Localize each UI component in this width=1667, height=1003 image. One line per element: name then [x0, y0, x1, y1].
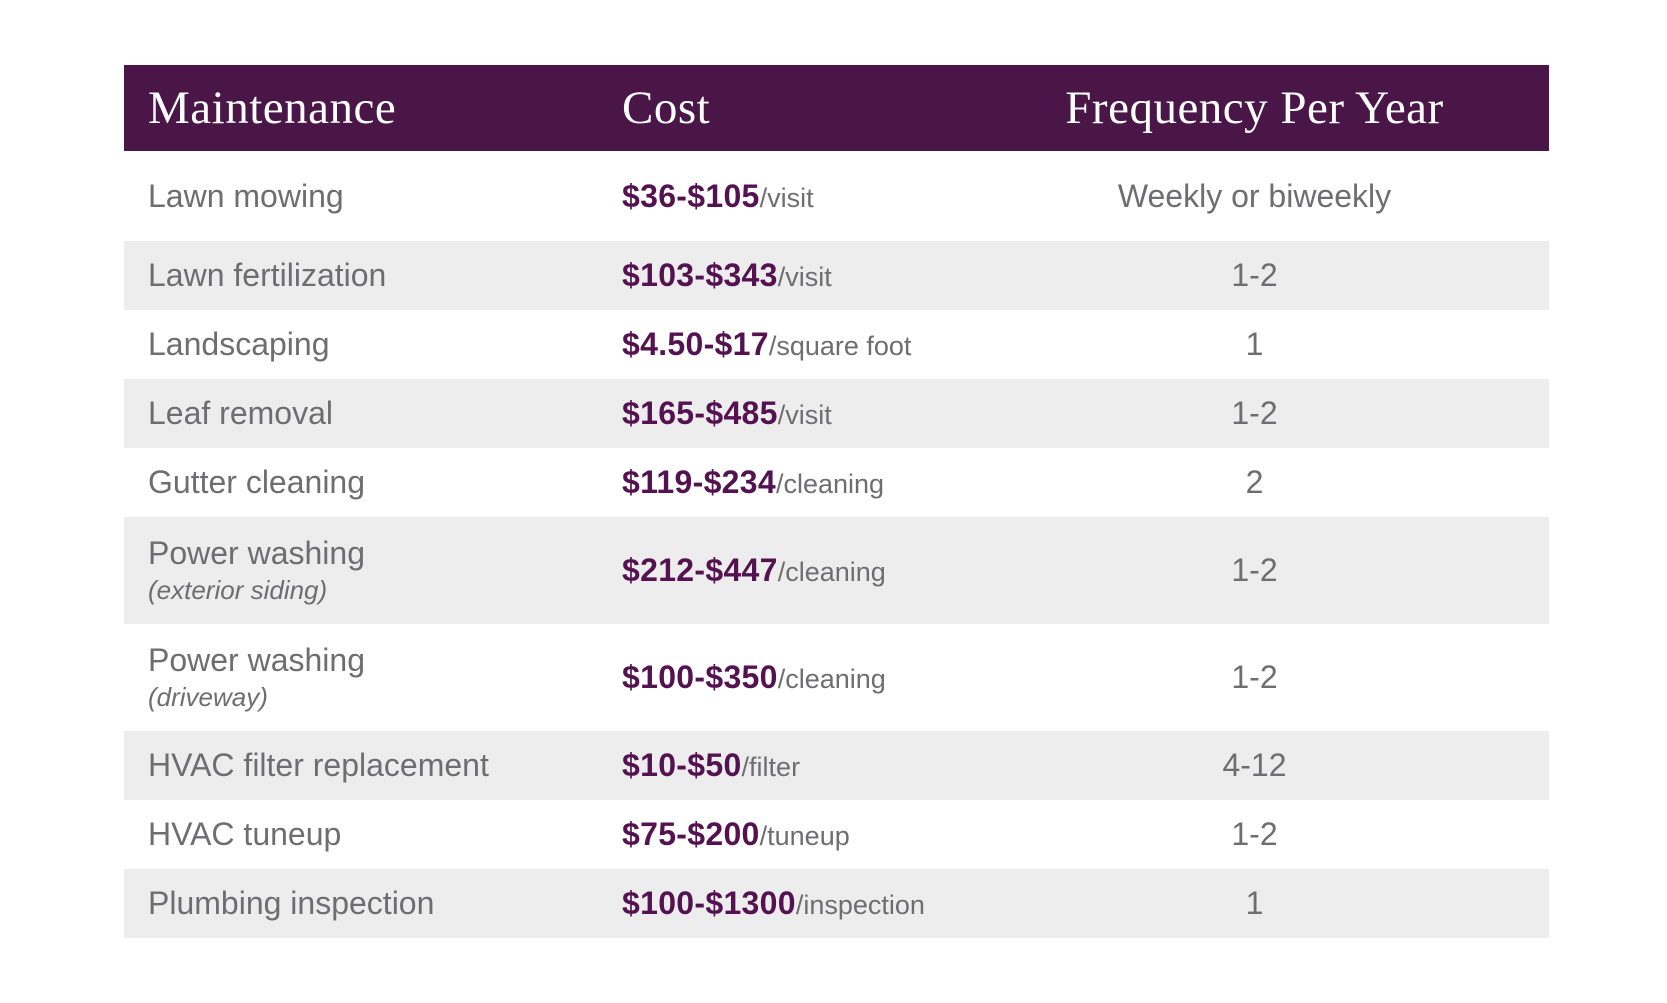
table-row: Leaf removal $165-$485/visit 1-2 — [124, 379, 1549, 448]
frequency-value: 1 — [1245, 885, 1264, 921]
row-label: Plumbing inspection — [148, 885, 435, 922]
table-row: Lawn fertilization $103-$343/visit 1-2 — [124, 241, 1549, 310]
cost-value: $10-$50 — [622, 747, 742, 783]
row-label: Power washing — [148, 642, 365, 678]
cost-value: $36-$105 — [622, 177, 760, 214]
header-cell-cost: Cost — [622, 81, 711, 134]
cost-value: $212-$447 — [622, 552, 778, 588]
cost-value: $103-$343 — [622, 257, 778, 293]
table-row: Lawn mowing $36-$105/visit Weekly or biw… — [124, 151, 1549, 241]
table-row: Plumbing inspection $100-$1300/inspectio… — [124, 869, 1549, 938]
row-label: HVAC filter replacement — [148, 747, 489, 784]
cost-unit: /filter — [741, 752, 801, 782]
table-body: Lawn mowing $36-$105/visit Weekly or biw… — [124, 151, 1549, 938]
frequency-value: Weekly or biweekly — [1117, 177, 1392, 214]
table-row: Gutter cleaning $119-$234/cleaning 2 — [124, 448, 1549, 517]
table-header-row: Maintenance Cost Frequency Per Year — [124, 65, 1549, 151]
maintenance-cost-table: Maintenance Cost Frequency Per Year Lawn… — [124, 65, 1549, 938]
row-label: Lawn fertilization — [148, 257, 387, 294]
cost-unit: /cleaning — [775, 469, 885, 499]
row-label: HVAC tuneup — [148, 816, 342, 853]
header-cell-frequency: Frequency Per Year — [1065, 81, 1444, 134]
header-cell-maintenance: Maintenance — [148, 81, 397, 134]
row-label: Power washing — [148, 535, 365, 571]
frequency-value: 1-2 — [1231, 395, 1278, 431]
frequency-value: 1-2 — [1231, 257, 1278, 293]
frequency-value: 4-12 — [1222, 747, 1287, 783]
frequency-value: 1-2 — [1231, 816, 1278, 852]
cost-unit: /tuneup — [759, 821, 850, 851]
table-row: Landscaping $4.50-$17/square foot 1 — [124, 310, 1549, 379]
cost-unit: /visit — [777, 262, 832, 292]
row-label: Landscaping — [148, 326, 330, 363]
row-label: Gutter cleaning — [148, 464, 366, 501]
table-row: HVAC filter replacement $10-$50/filter 4… — [124, 731, 1549, 800]
row-label: Leaf removal — [148, 395, 333, 432]
frequency-value: 1-2 — [1231, 552, 1278, 588]
cost-unit: /visit — [777, 400, 832, 430]
cost-value: $4.50-$17 — [622, 326, 769, 362]
cost-unit: /square foot — [768, 331, 912, 361]
cost-value: $165-$485 — [622, 395, 778, 431]
row-sublabel: (driveway) — [148, 681, 268, 712]
cost-value: $119-$234 — [622, 464, 776, 500]
frequency-value: 2 — [1245, 464, 1264, 500]
table-row: Power washing (driveway) $100-$350/clean… — [124, 624, 1549, 731]
row-label: Lawn mowing — [148, 177, 344, 214]
cost-unit: /inspection — [795, 890, 925, 920]
frequency-value: 1 — [1245, 326, 1264, 362]
cost-value: $75-$200 — [622, 816, 760, 852]
cost-value: $100-$1300 — [622, 885, 796, 921]
row-sublabel: (exterior siding) — [148, 574, 328, 605]
cost-unit: /cleaning — [777, 557, 886, 587]
cost-value: $100-$350 — [622, 659, 778, 695]
frequency-value: 1-2 — [1231, 659, 1278, 695]
table-row: Power washing (exterior siding) $212-$44… — [124, 517, 1549, 624]
table-row: HVAC tuneup $75-$200/tuneup 1-2 — [124, 800, 1549, 869]
cost-unit: /cleaning — [777, 664, 886, 694]
cost-unit: /visit — [759, 182, 814, 213]
